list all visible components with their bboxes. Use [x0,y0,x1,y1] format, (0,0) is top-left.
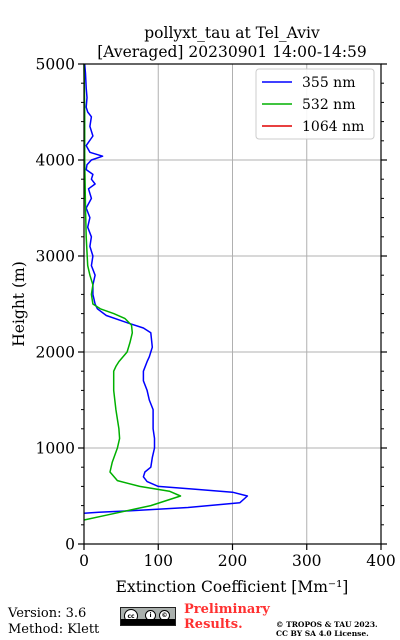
version-text: Version: 3.6 [8,606,87,621]
x-tick-label: 400 [366,552,396,570]
copyright-line-2: CC BY SA 4.0 License. [276,629,369,638]
preliminary-line-1: Preliminary [184,602,270,617]
legend-label-0: 355 nm [302,75,355,91]
plot-series [83,63,249,521]
legend: 355 nm 532 nm 1064 nm [255,68,375,140]
y-tick-label: 0 [65,536,75,554]
y-tick-label: 1000 [36,440,75,458]
y-axis-label: Height (m) [10,261,28,347]
preliminary-note: Preliminary Results. [184,602,270,632]
y-tick-label: 5000 [36,56,75,74]
extinction-profile-chart: pollyxt_tau at Tel_Aviv [Averaged] 20230… [10,24,396,596]
grid [84,64,381,544]
copyright-line-1: © TROPOS & TAU 2023. [276,620,378,629]
legend-box [255,68,375,140]
legend-label-2: 1064 nm [302,119,364,135]
cc-license-logo: cc i © [120,607,176,626]
x-tick-label: 100 [143,552,173,570]
y-tick-label: 4000 [36,152,75,170]
series-line-1 [83,63,182,521]
copyright-note: © TROPOS & TAU 2023. CC BY SA 4.0 Licens… [276,620,378,638]
preliminary-line-2: Results. [184,617,243,632]
cc-badge-strip [121,619,175,625]
chart-title: pollyxt_tau at Tel_Aviv [144,24,320,42]
method-text: Method: Klett [8,622,100,637]
x-tick-label: 300 [292,552,322,570]
chart-subtitle: [Averaged] 20230901 14:00-14:59 [97,43,367,61]
series-line-0 [83,63,249,515]
y-tick-label: 3000 [36,248,75,266]
legend-label-1: 532 nm [302,97,355,113]
x-tick-label: 200 [218,552,248,570]
x-tick-label: 0 [79,552,89,570]
x-axis-label: Extinction Coefficient [Mm⁻¹] [116,578,349,596]
y-tick-label: 2000 [36,344,75,362]
